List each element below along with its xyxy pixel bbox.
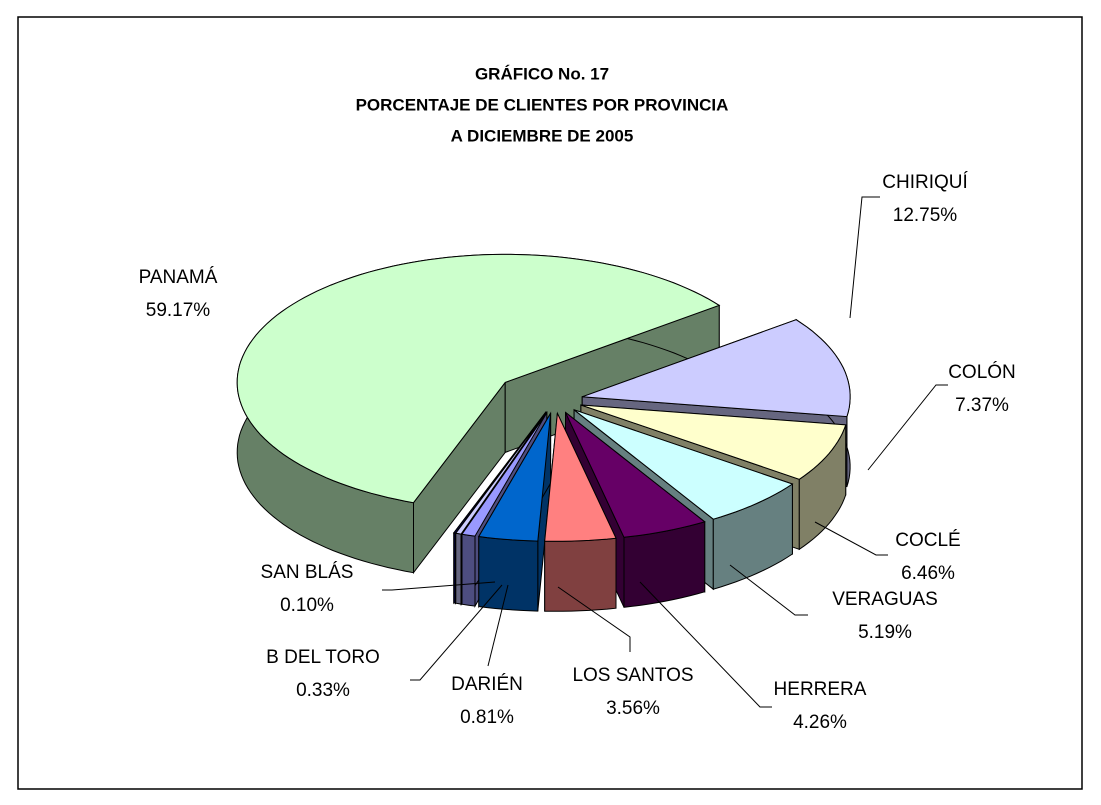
leader-line [867,384,948,471]
slice-value-label: 0.10% [280,595,334,616]
slice [573,409,794,520]
pie [236,253,851,612]
slice-label: SAN BLÁS [261,562,354,583]
slice-label: LOS SANTOS [572,665,693,686]
slice-side [544,537,617,612]
slice [461,412,548,537]
chart-title: PORCENTAJE DE CLIENTES POR PROVINCIA [356,95,729,114]
slice-label: HERRERA [774,679,867,700]
slice-label: CHIRIQUÍ [882,172,968,193]
leader-line [557,586,631,652]
slice [454,412,547,535]
slice [565,412,706,538]
slice-label: VERAGUAS [832,589,938,610]
slice-value-label: 4.26% [793,712,847,733]
slice-value-label: 0.81% [460,707,514,728]
chart-title: GRÁFICO No. 17 [475,64,609,83]
slice-label: DARIÉN [451,674,523,695]
slice-label: COLÓN [948,361,1016,383]
slice-label: PANAMÁ [139,267,218,288]
leader-line [487,584,509,667]
leader-line [814,521,888,556]
leader-line [729,564,808,616]
slice-label: COCLÉ [895,530,960,551]
slice-label: B DEL TORO [266,647,380,668]
leader-line [410,584,503,681]
slice [477,412,552,542]
slice [236,253,721,504]
slice-value-label: 3.56% [606,698,660,719]
slice-value-label: 59.17% [146,300,211,321]
slice-value-label: 7.37% [955,395,1009,416]
leader-line [639,581,772,708]
labels: PANAMÁ 59.17% CHIRIQUÍ 12.75% COLÓN 7.37% COCL… [139,172,1016,733]
slice-side [478,535,539,612]
slice-value-label: 12.75% [893,205,958,226]
slice-value-label: 6.46% [901,563,955,584]
slice-value-label: 5.19% [858,622,912,643]
slice-side [461,533,476,607]
slice-side [455,532,462,605]
leader-line [849,196,880,319]
slice [582,319,851,418]
slice-side [453,532,456,604]
slice [544,411,617,542]
chart-title: A DICIEMBRE DE 2005 [451,126,634,145]
leader-line [382,581,496,591]
slice-value-label: 0.33% [296,680,350,701]
slice [580,404,847,480]
